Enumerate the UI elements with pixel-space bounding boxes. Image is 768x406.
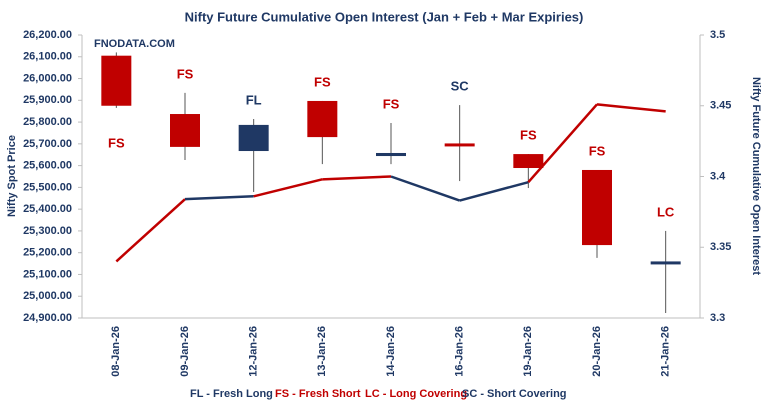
y-tick-label: 25,200.00 xyxy=(23,247,72,259)
y2-tick-label: 3.35 xyxy=(710,241,731,253)
y2-axis-label: Nifty Future Cumulative Open Interest xyxy=(750,77,762,275)
x-tick-label: 16-Jan-26 xyxy=(454,326,466,377)
y-tick-label: 25,800.00 xyxy=(23,116,72,128)
x-tick-label: 09-Jan-26 xyxy=(179,326,191,377)
candle-label: FS xyxy=(108,135,125,150)
candle-body xyxy=(444,143,475,147)
oi-line-segment xyxy=(459,180,529,202)
candle-label: SC xyxy=(451,79,470,94)
oi-line-segment xyxy=(322,175,392,181)
y-tick-label: 26,200.00 xyxy=(23,29,72,41)
candle-body xyxy=(307,100,338,138)
y-tick-label: 25,400.00 xyxy=(23,203,72,215)
candle-label: FS xyxy=(589,143,606,158)
y-tick-label: 24,900.00 xyxy=(23,312,72,324)
candle-body xyxy=(170,114,200,147)
candle-body xyxy=(238,124,269,152)
candle-label: FS xyxy=(520,128,537,143)
candle-body xyxy=(582,169,612,246)
candle-label: FS xyxy=(177,66,194,81)
y2-tick-label: 3.3 xyxy=(710,312,725,324)
candle-label: FL xyxy=(246,92,262,107)
oi-line-segment xyxy=(253,178,323,198)
chart-title: Nifty Future Cumulative Open Interest (J… xyxy=(185,9,584,24)
legend-entry: FS - Fresh Short xyxy=(275,388,361,400)
x-tick-label: 13-Jan-26 xyxy=(316,326,328,377)
candle-body xyxy=(650,261,681,265)
y-tick-label: 25,500.00 xyxy=(23,181,72,193)
x-tick-label: 21-Jan-26 xyxy=(660,326,672,377)
y-tick-label: 25,300.00 xyxy=(23,225,72,237)
y-tick-label: 25,100.00 xyxy=(23,268,72,280)
y-axis-label: Nifty Spot Price xyxy=(6,135,18,217)
candle-body xyxy=(101,55,132,106)
y2-tick-label: 3.5 xyxy=(710,29,725,41)
y-tick-label: 25,000.00 xyxy=(23,290,72,302)
y-tick-label: 25,700.00 xyxy=(23,138,72,150)
y-tick-label: 26,000.00 xyxy=(23,72,72,84)
y-tick-label: 25,600.00 xyxy=(23,160,72,172)
candle-label: FS xyxy=(314,74,331,89)
legend-entry: FL - Fresh Long xyxy=(190,388,273,400)
y2-tick-label: 3.4 xyxy=(710,170,726,182)
candle-label: LC xyxy=(657,204,675,219)
watermark: FNODATA.COM xyxy=(94,38,175,50)
y2-tick-label: 3.45 xyxy=(710,100,731,112)
candle-label: FS xyxy=(383,96,400,111)
legend-entry: LC - Long Covering xyxy=(365,388,467,400)
legend-entry: SC - Short Covering xyxy=(462,388,567,400)
oi-line-segment xyxy=(596,103,666,113)
oi-line-segment xyxy=(184,195,254,201)
x-tick-label: 20-Jan-26 xyxy=(591,326,603,377)
x-tick-label: 12-Jan-26 xyxy=(248,326,260,377)
x-tick-label: 19-Jan-26 xyxy=(522,326,534,377)
oi-line-segment xyxy=(390,175,461,202)
candle-body xyxy=(513,154,544,169)
x-tick-label: 14-Jan-26 xyxy=(385,326,397,377)
y-tick-label: 26,100.00 xyxy=(23,51,72,63)
y-tick-label: 25,900.00 xyxy=(23,94,72,106)
oi-line-segment xyxy=(115,198,186,263)
candle-body xyxy=(376,152,406,157)
x-tick-label: 08-Jan-26 xyxy=(110,326,122,377)
oi-line-segment xyxy=(527,103,598,183)
